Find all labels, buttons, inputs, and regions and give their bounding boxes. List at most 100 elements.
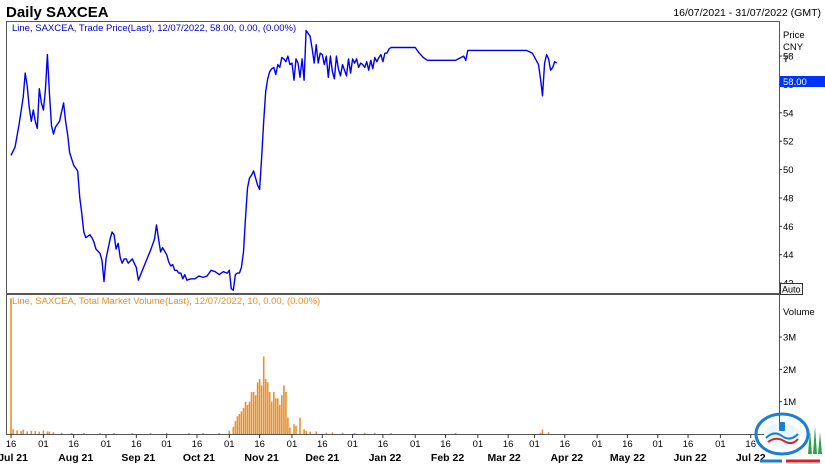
volume-bar — [254, 395, 257, 434]
x-month-label: Nov 21 — [244, 452, 279, 464]
volume-tick-label: 3M — [783, 333, 796, 344]
volume-bar — [260, 385, 263, 434]
price-axis-title-1: Price — [783, 30, 805, 41]
last-value-highlight — [780, 76, 825, 87]
volume-bar — [268, 392, 271, 434]
volume-bar — [287, 417, 289, 434]
volume-bar — [228, 430, 231, 434]
volume-bar — [277, 398, 279, 434]
volume-bar — [325, 432, 328, 434]
volume-bar — [46, 431, 49, 434]
volume-bar — [270, 401, 273, 434]
volume-legend: Line, SAXCEA, Total Market Volume(Last),… — [12, 296, 320, 307]
auto-scale-button[interactable]: Auto — [780, 283, 803, 295]
price-panel — [6, 21, 780, 294]
x-month-label: Feb 22 — [431, 452, 464, 464]
volume-bar — [341, 432, 344, 434]
auto-scale-label[interactable]: Auto — [782, 285, 801, 295]
volume-bar — [315, 431, 317, 434]
volume-bar — [48, 431, 51, 434]
price-tick-label: 54 — [783, 108, 794, 119]
volume-bar — [266, 382, 269, 434]
x-month-label: Mar 22 — [488, 452, 521, 464]
volume-bar — [38, 431, 41, 434]
volume-bar — [60, 432, 63, 434]
volume-bar — [83, 433, 85, 434]
volume-bar — [52, 432, 55, 434]
volume-bar — [281, 395, 283, 434]
price-legend: Line, SAXCEA, Trade Price(Last), 12/07/2… — [12, 23, 296, 34]
x-day-tick-label: 16 — [440, 439, 451, 450]
cnlng-logo — [754, 412, 822, 463]
price-tick-label: 44 — [783, 250, 794, 261]
volume-bar — [242, 408, 245, 434]
x-day-tick-label: 16 — [745, 439, 756, 450]
volume-bar — [374, 433, 376, 434]
volume-bar — [256, 382, 259, 434]
price-tick-label: 46 — [783, 222, 794, 233]
volume-bar — [363, 432, 366, 434]
volume-bar — [258, 379, 261, 434]
x-day-tick-label: 16 — [317, 439, 328, 450]
x-day-tick-label: 01 — [287, 439, 298, 450]
volume-bar — [454, 433, 457, 434]
volume-bar — [238, 414, 241, 434]
volume-bar — [275, 398, 277, 434]
volume-bar — [26, 431, 28, 434]
x-day-tick-label: 16 — [6, 439, 17, 450]
volume-bar — [10, 298, 12, 434]
x-day-tick-label: 16 — [622, 439, 633, 450]
volume-bar — [232, 426, 235, 434]
volume-bar — [113, 433, 115, 434]
last-value-marker: 58.00 — [780, 76, 825, 88]
volume-bar — [99, 433, 101, 434]
x-day-tick-label: 16 — [559, 439, 570, 450]
volume-bar — [131, 433, 134, 434]
volume-bar — [309, 431, 311, 434]
x-day-tick-label: 16 — [378, 439, 389, 450]
x-month-label: Oct 21 — [183, 452, 215, 464]
volume-bar — [289, 427, 291, 434]
price-y-axis: Price CNY T 424446485052545658 58.00 — [779, 30, 825, 290]
price-axis-title-3: T — [783, 54, 789, 65]
price-axis-title-2: CNY — [783, 42, 804, 53]
price-tick-label: 52 — [783, 137, 794, 148]
volume-bar — [234, 421, 237, 434]
x-axis: 16 01 16 01 16 01 16 01 16 01 16 01 16 01 16 01 16 01 16 01… — [0, 434, 766, 464]
x-day-tick-label: 01 — [347, 439, 358, 450]
x-month-label: Jan 22 — [369, 452, 402, 464]
volume-bar — [165, 433, 168, 434]
volume-bar — [547, 432, 550, 434]
x-day-tick-label: 16 — [503, 439, 514, 450]
volume-bar — [295, 425, 297, 434]
volume-bar — [331, 432, 334, 434]
x-day-tick-label: 01 — [715, 439, 726, 450]
volume-bar — [293, 424, 295, 434]
volume-bar — [353, 433, 356, 434]
volume-bar — [188, 433, 190, 434]
volume-bar — [149, 433, 152, 434]
x-month-label: Sep 21 — [121, 452, 155, 464]
volume-panel — [6, 294, 780, 435]
volume-bar — [283, 385, 285, 434]
volume-tick-label: 1M — [783, 397, 796, 408]
volume-bar — [248, 401, 251, 434]
volume-bar — [42, 430, 45, 434]
volume-bar — [541, 429, 544, 434]
volume-bar — [12, 429, 14, 434]
x-day-tick-label: 01 — [592, 439, 603, 450]
price-tick-label: 50 — [783, 165, 794, 176]
x-month-label: May 22 — [610, 452, 645, 464]
volume-bar — [70, 433, 73, 434]
volume-bar — [250, 392, 253, 434]
x-day-tick-label: 16 — [131, 439, 142, 450]
volume-bar — [202, 433, 204, 434]
volume-bar — [262, 356, 265, 434]
x-day-tick-label: 01 — [410, 439, 421, 450]
x-day-tick-label: 01 — [652, 439, 663, 450]
volume-bar — [244, 401, 247, 434]
x-day-tick-label: 16 — [68, 439, 79, 450]
volume-bar — [240, 411, 243, 434]
x-day-tick-label: 16 — [683, 439, 694, 450]
